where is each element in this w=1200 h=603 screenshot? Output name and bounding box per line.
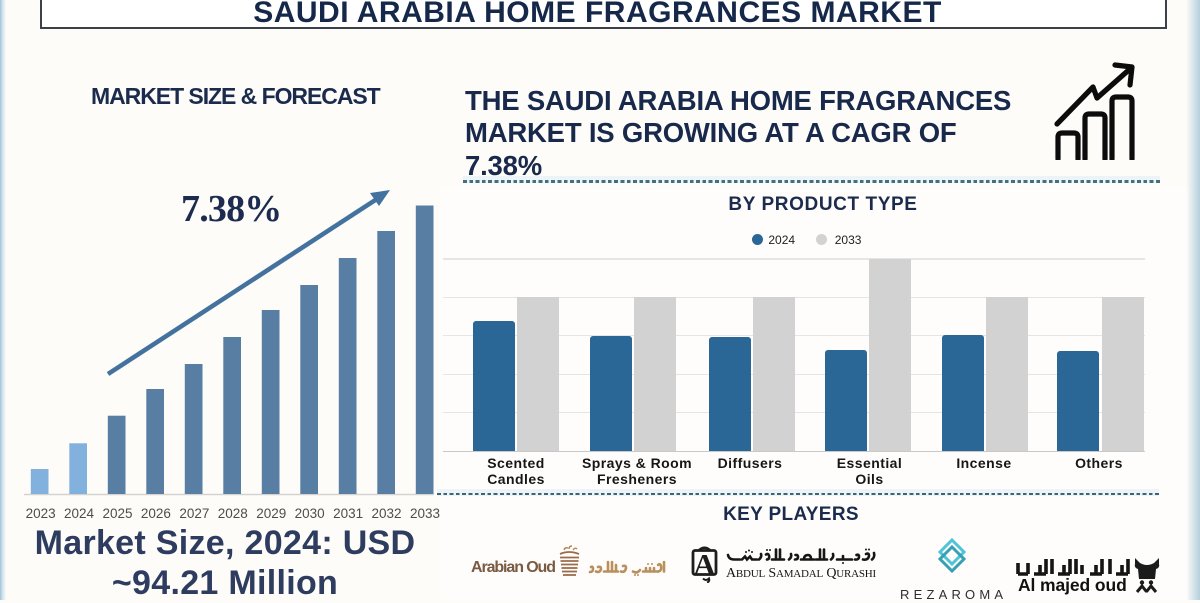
svg-text:A: A bbox=[693, 547, 716, 582]
